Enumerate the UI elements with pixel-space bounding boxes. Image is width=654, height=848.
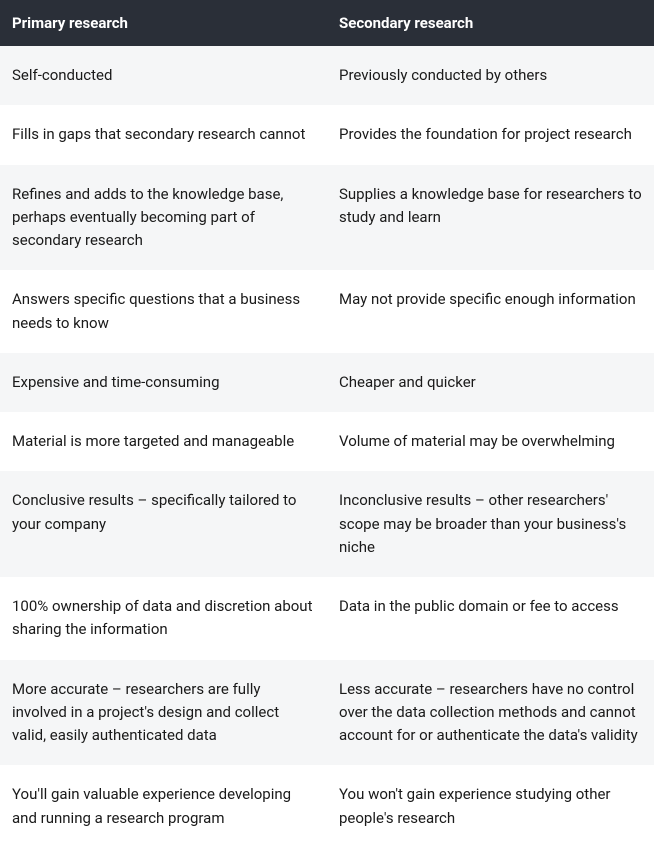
table-row: More accurate – researchers are fully in…	[0, 660, 654, 766]
cell-primary: You'll gain valuable experience developi…	[0, 765, 327, 848]
cell-primary: Answers specific questions that a busine…	[0, 270, 327, 353]
table-row: Answers specific questions that a busine…	[0, 270, 654, 353]
cell-secondary: Volume of material may be overwhelming	[327, 412, 654, 471]
cell-primary: Material is more targeted and manageable	[0, 412, 327, 471]
table-row: 100% ownership of data and discretion ab…	[0, 577, 654, 660]
table-row: Expensive and time-consuming Cheaper and…	[0, 353, 654, 412]
cell-primary: Refines and adds to the knowledge base, …	[0, 165, 327, 271]
cell-secondary: Data in the public domain or fee to acce…	[327, 577, 654, 660]
table-row: You'll gain valuable experience developi…	[0, 765, 654, 848]
cell-primary: More accurate – researchers are fully in…	[0, 660, 327, 766]
cell-secondary: Cheaper and quicker	[327, 353, 654, 412]
cell-primary: 100% ownership of data and discretion ab…	[0, 577, 327, 660]
cell-secondary: Previously conducted by others	[327, 46, 654, 105]
cell-secondary: Supplies a knowledge base for researcher…	[327, 165, 654, 271]
comparison-table: Primary research Secondary research Self…	[0, 0, 654, 848]
cell-secondary: Inconclusive results – other researchers…	[327, 471, 654, 577]
cell-secondary: Less accurate – researchers have no cont…	[327, 660, 654, 766]
column-header-secondary: Secondary research	[327, 0, 654, 46]
table-row: Fills in gaps that secondary research ca…	[0, 105, 654, 164]
table-header-row: Primary research Secondary research	[0, 0, 654, 46]
cell-primary: Expensive and time-consuming	[0, 353, 327, 412]
table-row: Self-conducted Previously conducted by o…	[0, 46, 654, 105]
cell-secondary: You won't gain experience studying other…	[327, 765, 654, 848]
cell-primary: Fills in gaps that secondary research ca…	[0, 105, 327, 164]
column-header-primary: Primary research	[0, 0, 327, 46]
cell-primary: Conclusive results – specifically tailor…	[0, 471, 327, 577]
table-row: Conclusive results – specifically tailor…	[0, 471, 654, 577]
table-row: Refines and adds to the knowledge base, …	[0, 165, 654, 271]
cell-primary: Self-conducted	[0, 46, 327, 105]
cell-secondary: May not provide specific enough informat…	[327, 270, 654, 353]
table-row: Material is more targeted and manageable…	[0, 412, 654, 471]
cell-secondary: Provides the foundation for project rese…	[327, 105, 654, 164]
